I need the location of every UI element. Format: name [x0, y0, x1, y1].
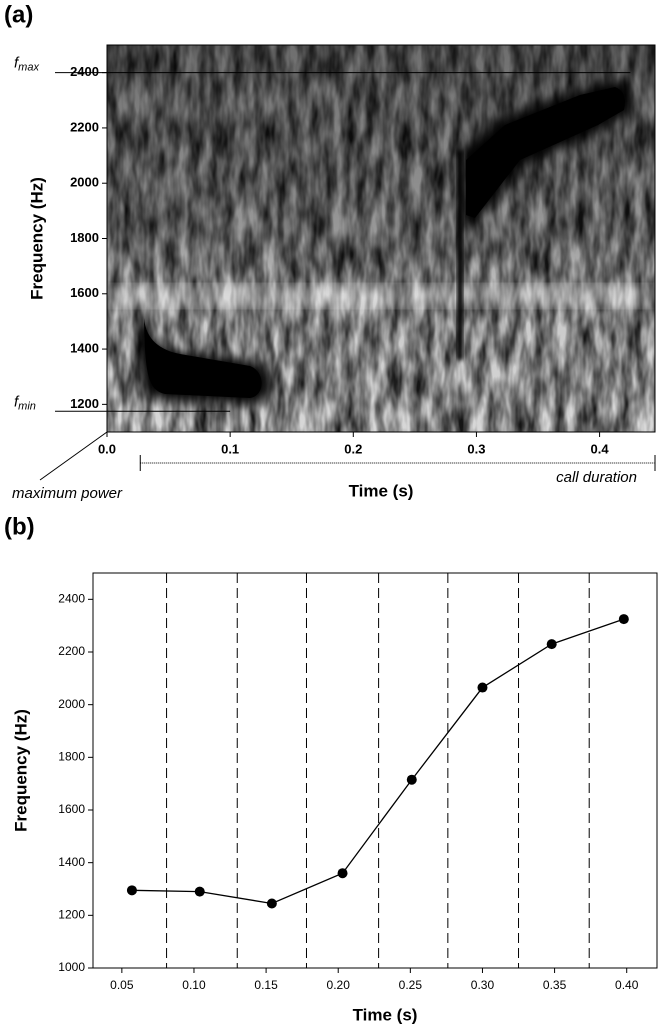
annotation-subscript: min: [18, 400, 36, 412]
x-axis-title: Time (s): [349, 481, 414, 500]
y-tick-label: 1000: [58, 960, 85, 974]
plot-frame: [92, 572, 658, 969]
spectrogram-image: [107, 45, 655, 432]
annotation-label: fmax: [14, 55, 39, 74]
data-point: [477, 682, 488, 693]
y-tick-label: 1600: [58, 802, 85, 816]
data-point: [194, 886, 205, 897]
call-duration-label: call duration: [556, 469, 637, 486]
x-axis-title: Time (s): [353, 1005, 418, 1024]
y-tick-label: 1800: [58, 750, 85, 764]
y-tick-label: 1800: [70, 230, 99, 245]
y-tick-label: 2000: [70, 175, 99, 190]
data-point: [618, 614, 629, 625]
x-tick-label: 0.20: [327, 978, 351, 992]
y-tick-label: 1600: [70, 285, 99, 300]
x-tick-label: 0.0: [98, 441, 116, 456]
data-point: [266, 898, 277, 909]
y-tick-label: 1200: [70, 396, 99, 411]
x-tick-label: 0.10: [182, 978, 206, 992]
x-tick-label: 0.25: [399, 978, 423, 992]
x-tick-label: 0.40: [615, 978, 639, 992]
data-point: [337, 868, 348, 879]
x-tick-label: 0.1: [221, 441, 239, 456]
y-axis-title: Frequency (Hz): [27, 177, 46, 300]
maximum-power-label: maximum power: [12, 485, 123, 502]
x-tick-label: 0.3: [467, 441, 485, 456]
y-tick-label: 2200: [70, 119, 99, 134]
y-tick-label: 2200: [58, 644, 85, 658]
data-line: [131, 618, 625, 905]
y-tick-label: 1200: [58, 908, 85, 922]
y-tick-label: 2400: [70, 64, 99, 79]
data-point: [546, 639, 557, 650]
x-tick-label: 0.2: [344, 441, 362, 456]
y-tick-label: 2400: [58, 592, 85, 606]
pointer-line: [39, 431, 108, 481]
x-tick-label: 0.4: [591, 441, 610, 456]
y-tick-label: 1400: [70, 341, 99, 356]
y-tick-label: 1400: [58, 855, 85, 869]
panel-label: (a): [4, 1, 33, 28]
data-point: [126, 885, 137, 896]
data-point: [406, 774, 417, 785]
annotation-subscript: max: [18, 62, 39, 74]
y-axis-title: Frequency (Hz): [11, 709, 30, 832]
x-tick-label: 0.30: [471, 978, 495, 992]
annotation-symbol: f: [14, 393, 20, 410]
y-tick-label: 2000: [58, 697, 85, 711]
x-tick-label: 0.35: [543, 978, 567, 992]
panel-label: (b): [4, 513, 35, 540]
x-tick-label: 0.15: [254, 978, 278, 992]
x-tick-label: 0.05: [110, 978, 134, 992]
annotation-symbol: f: [14, 55, 20, 72]
annotation-label: fmin: [14, 393, 36, 412]
